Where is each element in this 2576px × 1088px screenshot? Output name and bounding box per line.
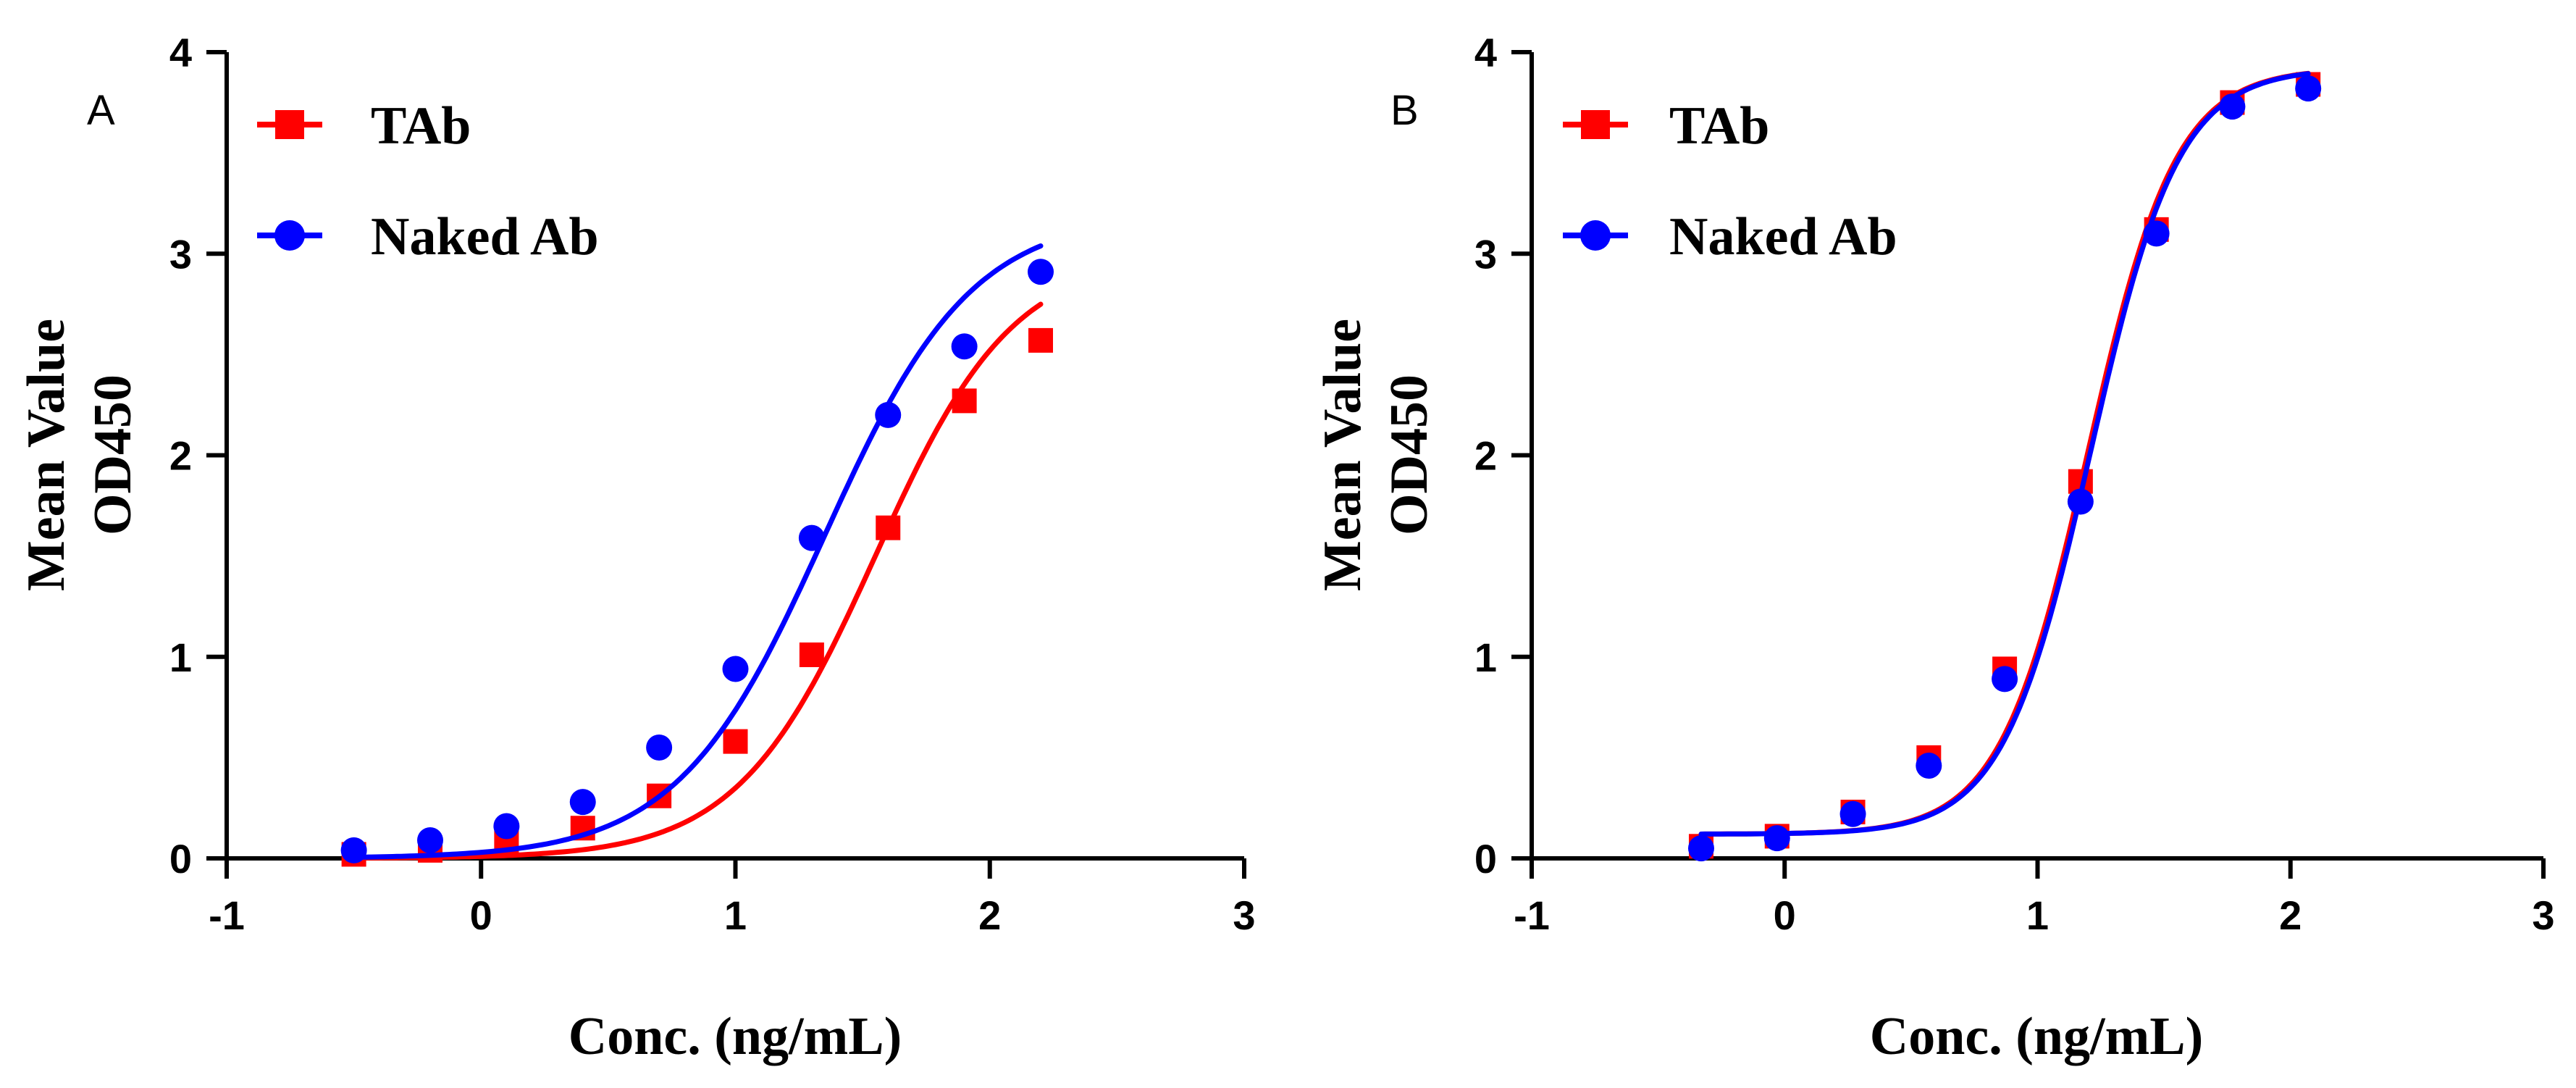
y-tick-label: 0 — [169, 836, 192, 882]
series-curve-naked-ab — [351, 243, 1044, 860]
data-point-tab — [799, 642, 824, 667]
y-axis-title: Mean Value — [17, 319, 76, 591]
data-point-naked-ab — [493, 813, 520, 840]
x-axis-title: Conc. (ng/mL) — [569, 1007, 902, 1066]
data-point-naked-ab — [417, 827, 443, 853]
y-tick-label: 4 — [1474, 30, 1497, 75]
x-tick-label: -1 — [1514, 892, 1550, 938]
panel-b: -1 0 1 2 3 0 1 2 3 4 B Mean Value OD450 Conc. (ng/mL)… — [1313, 30, 2555, 1066]
data-point-naked-ab — [1992, 666, 2018, 692]
data-point-naked-ab — [1028, 259, 1054, 285]
y-tick-label: 2 — [169, 433, 192, 479]
x-tick-label: 1 — [724, 892, 747, 938]
data-point-naked-ab — [2219, 93, 2246, 120]
data-point-naked-ab — [722, 656, 749, 682]
data-point-naked-ab — [2295, 75, 2322, 102]
data-point-naked-ab — [1916, 753, 1942, 779]
legend-marker — [1581, 110, 1610, 139]
y-tick-label: 1 — [1474, 635, 1497, 680]
y-tick-label: 0 — [1474, 836, 1497, 882]
data-point-tab — [876, 515, 901, 540]
x-axis-title: Conc. (ng/mL) — [1870, 1007, 2203, 1066]
x-tick-label: 2 — [978, 892, 1001, 938]
series-curve-tab — [351, 301, 1044, 861]
x-tick-label: 0 — [1774, 892, 1796, 938]
panel-label: A — [87, 87, 115, 134]
legend-marker — [274, 220, 305, 251]
data-point-naked-ab — [875, 401, 902, 428]
data-point-naked-ab — [951, 333, 978, 360]
data-point-tab — [952, 388, 977, 414]
series-curve-naked-ab — [1698, 71, 2311, 837]
y-axis-title-units: OD450 — [1380, 374, 1439, 535]
data-point-naked-ab — [340, 837, 367, 863]
x-tick-label: -1 — [209, 892, 245, 938]
y-axis-title-units: OD450 — [83, 374, 143, 535]
x-tick-label: 2 — [2279, 892, 2302, 938]
data-point-naked-ab — [1839, 800, 1866, 827]
data-point-naked-ab — [569, 789, 596, 816]
legend-label: Naked Ab — [1669, 207, 1897, 267]
x-tick-label: 3 — [1233, 892, 1255, 938]
legend-marker — [1580, 220, 1611, 251]
legend-label: Naked Ab — [371, 207, 599, 267]
y-tick-label: 1 — [169, 635, 192, 680]
y-tick-label: 3 — [1474, 231, 1497, 277]
series-curve-tab — [1698, 70, 2311, 837]
legend-marker — [275, 110, 304, 139]
x-tick-label: 1 — [2026, 892, 2049, 938]
data-point-tab — [1028, 327, 1053, 353]
x-tick-label: 0 — [470, 892, 492, 938]
data-point-naked-ab — [2143, 220, 2170, 247]
data-point-naked-ab — [646, 734, 673, 761]
y-tick-label: 3 — [169, 231, 192, 277]
data-point-naked-ab — [798, 524, 825, 551]
data-point-naked-ab — [1687, 835, 1714, 862]
data-point-naked-ab — [2067, 488, 2094, 515]
data-point-naked-ab — [1763, 825, 1790, 852]
legend-label: TAb — [1669, 96, 1769, 156]
panel-a: -1 0 1 2 3 0 1 2 3 4 A Mean Value OD450 Conc. (ng/mL)… — [17, 30, 1256, 1066]
panel-label: B — [1390, 87, 1419, 134]
y-axis-title: Mean Value — [1313, 319, 1372, 591]
data-point-tab — [723, 729, 748, 754]
y-tick-label: 2 — [1474, 433, 1497, 479]
x-tick-label: 3 — [2532, 892, 2554, 938]
y-tick-label: 4 — [169, 30, 192, 75]
legend-label: TAb — [371, 96, 471, 156]
